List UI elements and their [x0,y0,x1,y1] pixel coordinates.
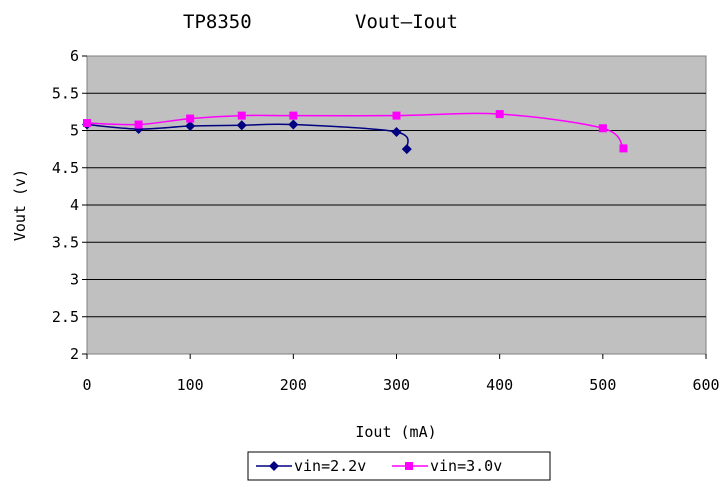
x-tick-label: 200 [280,376,307,394]
data-point-vin-3-0v [83,119,91,128]
series-layer [82,110,628,155]
data-point-vin-3-0v [495,110,504,119]
x-axis-ticks: 0 100 200 300 400 500 600 [82,376,719,394]
chart-subtitle: Vout—Iout [355,11,458,33]
y-tick-label: 4 [70,196,79,214]
y-tick-label: 4.5 [52,159,79,177]
series-line-vin-3-0v [86,112,625,149]
legend-label-vin-3-0v: vin=3.0v [430,457,502,475]
data-point-vin-2-2v [288,119,299,130]
legend-label-vin-2-2v: vin=2.2v [294,457,366,475]
legend-marker-vin-3-0v [405,462,413,470]
data-point-vin-2-2v [391,126,402,137]
data-point-vin-3-0v [186,114,195,123]
data-point-vin-2-2v [401,144,412,155]
data-point-vin-2-2v [185,121,196,132]
data-point-vin-3-0v [392,111,401,120]
y-tick-label: 3.5 [52,233,79,251]
data-point-vin-3-0v [598,124,607,133]
legend-marker-vin-2-2v [269,461,279,471]
y-tick-label: 3 [70,271,79,289]
x-tick-label: 400 [486,376,513,394]
chart-title: TP8350 [183,11,252,33]
x-tick-label: 600 [692,376,719,394]
data-point-vin-3-0v [134,120,143,129]
x-tick-label: 100 [177,376,204,394]
x-axis-label: Iout (mA) [355,423,436,441]
gridlines [82,55,707,359]
y-tick-label: 5 [70,122,79,140]
y-axis-label: Vout (v) [11,169,29,241]
y-tick-label: 2.5 [52,308,79,326]
x-tick-label: 300 [383,376,410,394]
y-tick-label: 2 [70,345,79,363]
data-point-vin-3-0v [289,111,298,120]
x-tick-label: 500 [589,376,616,394]
x-tick-label: 0 [82,376,91,394]
y-axis-ticks: 2 2.5 3 3.5 4 4.5 5 5.5 6 [52,47,79,363]
legend: vin=2.2v vin=3.0v [247,451,551,481]
y-tick-label: 5.5 [52,84,79,102]
data-point-vin-2-2v [236,120,247,131]
data-point-vin-3-0v [619,144,628,153]
data-point-vin-3-0v [237,111,246,120]
y-tick-label: 6 [70,47,79,65]
